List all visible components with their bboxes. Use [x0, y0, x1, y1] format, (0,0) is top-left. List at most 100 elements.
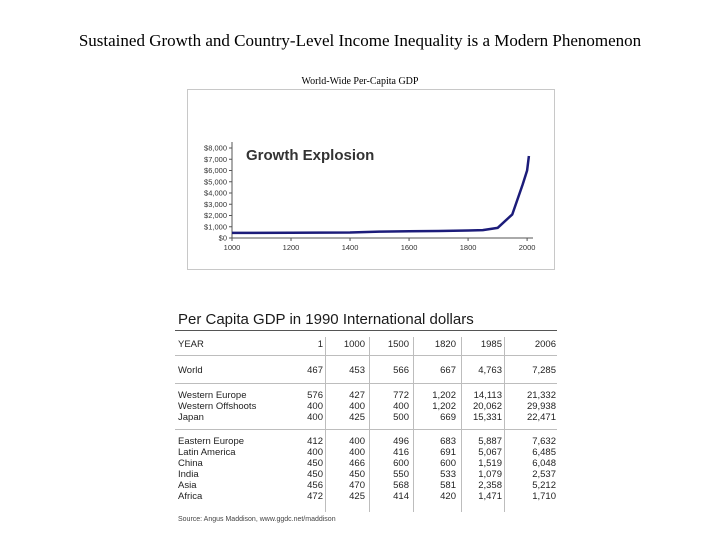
cell-value: 1820 — [434, 339, 456, 350]
row-label: Latin America — [178, 447, 236, 458]
column-separator — [461, 337, 462, 512]
cell-value: 472 — [307, 491, 323, 502]
table-row: Western Offshoots 400 400 400 1,202 20,062 29,… — [175, 401, 557, 413]
cell-value: 450 — [307, 469, 323, 480]
cell-value: 425 — [349, 491, 365, 502]
cell-value: 400 — [349, 447, 365, 458]
cell-value: 470 — [349, 480, 365, 491]
cell-value: 1 — [317, 339, 323, 350]
cell-value: 5,212 — [532, 480, 556, 491]
table-row: Eastern Europe 412 400 496 683 5,887 7,632 — [175, 436, 557, 448]
cell-value: 15,331 — [472, 412, 502, 423]
y-tick-label: $4,000 — [204, 189, 227, 198]
row-label: Asia — [178, 480, 197, 491]
cell-value: 5,067 — [478, 447, 502, 458]
cell-value: 467 — [307, 365, 323, 376]
table-header-row: YEAR 1 1000 1500 1820 1985 2006 — [175, 339, 557, 351]
cell-value: 1985 — [480, 339, 502, 350]
cell-value: 566 — [393, 365, 409, 376]
cell-value: 7,285 — [532, 365, 556, 376]
table-row: World 467 453 566 667 4,763 7,285 — [175, 365, 557, 377]
table-row: Japan 400 425 500 669 15,331 22,471 — [175, 412, 557, 424]
table-title-rule — [175, 330, 557, 331]
row-label: Africa — [178, 491, 203, 502]
cell-value: 683 — [440, 436, 456, 447]
cell-value: 568 — [393, 480, 409, 491]
cell-value: 400 — [349, 436, 365, 447]
cell-value: 29,938 — [526, 401, 556, 412]
cell-value: 533 — [440, 469, 456, 480]
cell-value: 6,048 — [532, 458, 556, 469]
slide-title: Sustained Growth and Country-Level Incom… — [78, 31, 642, 50]
cell-value: 425 — [349, 412, 365, 423]
y-tick-label: $6,000 — [204, 166, 227, 175]
cell-value: 1500 — [387, 339, 409, 350]
x-tick-label: 1000 — [224, 243, 241, 252]
y-tick-label: $1,000 — [204, 222, 227, 231]
cell-value: 7,632 — [532, 436, 556, 447]
cell-value: 450 — [307, 458, 323, 469]
y-tick-label: $5,000 — [204, 177, 227, 186]
cell-value: 772 — [393, 390, 409, 401]
column-separator — [413, 337, 414, 512]
table-row: Western Europe 576 427 772 1,202 14,113 21,332 — [175, 390, 557, 402]
row-label: World — [178, 365, 203, 376]
row-separator — [175, 355, 557, 356]
cell-value: 22,471 — [526, 412, 556, 423]
cell-value: 400 — [307, 447, 323, 458]
y-tick-label: $3,000 — [204, 200, 227, 209]
cell-value: 2,358 — [478, 480, 502, 491]
cell-value: 1,202 — [432, 390, 456, 401]
cell-value: 2006 — [534, 339, 556, 350]
x-tick-label: 2000 — [519, 243, 536, 252]
cell-value: 1000 — [343, 339, 365, 350]
cell-value: 1,079 — [478, 469, 502, 480]
table-row: Africa 472 425 414 420 1,471 1,710 — [175, 491, 557, 503]
cell-value: 600 — [393, 458, 409, 469]
cell-value: 691 — [440, 447, 456, 458]
table-row: Asia 456 470 568 581 2,358 5,212 — [175, 480, 557, 492]
row-label: Japan — [178, 412, 204, 423]
cell-value: 496 — [393, 436, 409, 447]
cell-value: 1,710 — [532, 491, 556, 502]
chart-title: Growth Explosion — [246, 147, 374, 164]
cell-value: 1,471 — [478, 491, 502, 502]
cell-value: 5,887 — [478, 436, 502, 447]
cell-value: 6,485 — [532, 447, 556, 458]
cell-value: 20,062 — [472, 401, 502, 412]
row-label: China — [178, 458, 203, 469]
y-tick-label: $2,000 — [204, 211, 227, 220]
x-tick-label: 1600 — [401, 243, 418, 252]
cell-value: 427 — [349, 390, 365, 401]
table-source: Source: Angus Maddison, www.ggdc.net/mad… — [178, 516, 336, 523]
cell-value: 1,519 — [478, 458, 502, 469]
cell-value: 453 — [349, 365, 365, 376]
row-separator — [175, 429, 557, 430]
cell-value: 450 — [349, 469, 365, 480]
cell-value: 400 — [349, 401, 365, 412]
table-row: Latin America 400 400 416 691 5,067 6,485 — [175, 447, 557, 459]
cell-value: 400 — [393, 401, 409, 412]
x-tick-label: 1400 — [342, 243, 359, 252]
cell-value: 14,113 — [473, 390, 502, 401]
y-tick-label: $0 — [219, 234, 227, 243]
y-tick-label: $8,000 — [204, 144, 227, 153]
row-label: Eastern Europe — [178, 436, 245, 447]
cell-value: 466 — [349, 458, 365, 469]
growth-chart-panel: Growth Explosion $0 $1,000 $2,000 $3,000 $4,0… — [187, 89, 555, 270]
cell-value: 600 — [440, 458, 456, 469]
gdp-line — [231, 155, 531, 235]
cell-value: 500 — [393, 412, 409, 423]
cell-value: 667 — [440, 365, 456, 376]
cell-value: 1,202 — [432, 401, 456, 412]
x-tick-label: 1800 — [460, 243, 477, 252]
cell-value: 400 — [307, 412, 323, 423]
cell-value: 2,537 — [532, 469, 556, 480]
table-row: India 450 450 550 533 1,079 2,537 — [175, 469, 557, 481]
cell-value: 4,763 — [478, 365, 502, 376]
column-separator — [504, 337, 505, 512]
growth-chart: Growth Explosion $0 $1,000 $2,000 $3,000 $4,0… — [204, 142, 536, 252]
cell-value: 456 — [307, 480, 323, 491]
cell-value: 576 — [307, 390, 323, 401]
column-separator — [369, 337, 370, 512]
